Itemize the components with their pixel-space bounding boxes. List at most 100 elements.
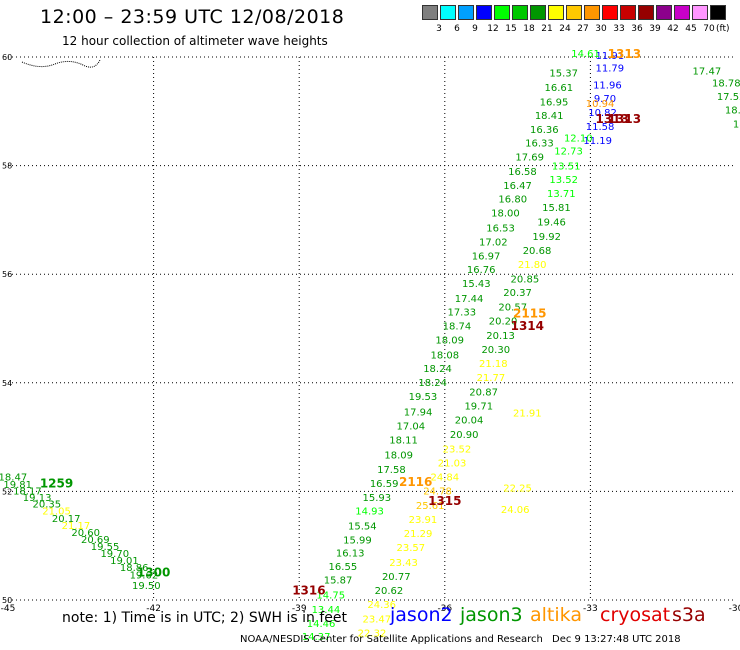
swh-value: 17.52 <box>717 92 740 103</box>
x-tick-label: -39 <box>292 604 307 614</box>
legend-label: 30 <box>595 24 607 34</box>
swh-value: 23.52 <box>443 444 472 455</box>
swh-value: 18.24 <box>418 378 447 389</box>
swh-value: 15.54 <box>348 521 377 532</box>
satellite-label: jason3 <box>460 604 523 626</box>
legend-label: 45 <box>685 24 697 34</box>
swh-value: 17.44 <box>455 294 484 305</box>
swh-value: 14.75 <box>316 590 345 601</box>
swh-value: 16.95 <box>540 97 569 108</box>
legend-swatch <box>494 5 510 20</box>
legend-label: 42 <box>667 24 679 34</box>
swh-value: 11.19 <box>583 136 612 147</box>
y-tick-label: 50 <box>2 596 12 605</box>
legend-label: 21 <box>541 24 553 34</box>
swh-value: 21.18 <box>479 359 508 370</box>
swh-value: 21.77 <box>477 373 506 384</box>
x-tick-label: -42 <box>146 604 161 614</box>
swh-value: 20.13 <box>486 331 515 342</box>
swh-value: 18.4 <box>725 105 740 116</box>
swh-value: 24.78 <box>423 487 452 498</box>
swh-value: 21.17 <box>62 521 91 532</box>
swh-value: 20.35 <box>33 500 62 511</box>
legend-label: 27 <box>577 24 589 34</box>
swh-value: 14.46 <box>307 619 336 630</box>
pass-time-label: 1314 <box>511 319 544 333</box>
swh-value: 20.30 <box>481 345 510 356</box>
satellite-label: altika <box>530 604 582 626</box>
swh-value: 21.05 <box>42 507 71 518</box>
pass-time-label: 1315 <box>428 494 461 508</box>
legend-swatch <box>548 5 564 20</box>
note-text: note: 1) Time is in UTC; 2) SWH is in fe… <box>62 610 348 626</box>
swh-value: 19.81 <box>3 480 32 491</box>
legend-label: 15 <box>505 24 517 34</box>
swh-value: 21.03 <box>438 458 467 469</box>
pass-time-label: 1313 <box>596 112 629 126</box>
swh-value: 17.33 <box>447 307 476 318</box>
legend-label: 24 <box>559 24 571 34</box>
coastline <box>21 59 101 68</box>
x-tick-label: -36 <box>437 604 452 614</box>
legend-label: 9 <box>472 24 478 34</box>
y-tick-label: 56 <box>2 270 12 279</box>
swh-value: 18.17 <box>13 487 42 498</box>
x-tick-label: -30 <box>729 604 740 614</box>
pass-time-label: 1259 <box>40 477 73 491</box>
swh-value: 17.47 <box>693 66 722 77</box>
swh-value: 20.17 <box>52 514 81 525</box>
legend-swatch <box>584 5 600 20</box>
swh-value: 15.37 <box>549 69 578 80</box>
swh-value: 10.82 <box>588 108 617 119</box>
swh-value: 10.94 <box>586 99 615 110</box>
swh-value: 19.55 <box>91 542 120 553</box>
swh-value: 22.32 <box>358 628 387 639</box>
swh-value: 18.78 <box>712 78 740 89</box>
swh-value: 24.84 <box>430 473 459 484</box>
legend-label: 36 <box>631 24 643 34</box>
swh-value: 18.11 <box>389 436 418 447</box>
swh-value: 15.87 <box>324 576 353 587</box>
swh-value: 18.08 <box>430 350 459 361</box>
swh-value: 19.50 <box>132 581 161 592</box>
swh-value: 20.69 <box>81 535 110 546</box>
swh-value: 23.47 <box>363 614 392 625</box>
pass-time-label: 1300 <box>137 566 170 580</box>
swh-value: 17.58 <box>377 465 406 476</box>
swh-value: 24.36 <box>367 600 396 611</box>
swh-value: 18.00 <box>491 209 520 220</box>
generated-timestamp: Dec 9 13:27:48 UTC 2018 <box>552 634 681 645</box>
swh-value: 22.25 <box>503 483 532 494</box>
legend-swatch <box>530 5 546 20</box>
legend-label: 33 <box>613 24 625 34</box>
swh-value: 11.91 <box>595 51 624 62</box>
swh-value: 23.91 <box>409 515 438 526</box>
swh-value: 16.97 <box>472 252 501 263</box>
swh-value: 24.06 <box>501 505 530 516</box>
y-tick-label: 60 <box>2 53 12 62</box>
swh-value: 16.58 <box>508 167 537 178</box>
swh-value: 17.69 <box>515 153 544 164</box>
swh-value: 20.57 <box>498 303 527 314</box>
legend-label: 18 <box>523 24 535 34</box>
swh-value: 16.53 <box>486 223 515 234</box>
legend-swatch <box>440 5 456 20</box>
swh-value: 13.52 <box>549 175 578 186</box>
swh-value: 19.46 <box>537 217 566 228</box>
pass-time-label: 1313 <box>608 47 641 61</box>
swh-value: 16.47 <box>503 181 532 192</box>
legend-swatch <box>602 5 618 20</box>
chart-subtitle: 12 hour collection of altimeter wave hei… <box>62 34 328 48</box>
swh-value: 11.58 <box>586 122 615 133</box>
swh-value: 9.70 <box>594 94 616 105</box>
legend-label: 12 <box>487 24 499 34</box>
swh-value: 20.60 <box>71 528 100 539</box>
satellite-label: cryosat <box>600 604 671 626</box>
swh-value: 21.91 <box>513 408 542 419</box>
legend-label: 70 <box>703 24 715 34</box>
swh-value: 19.70 <box>100 549 129 560</box>
swh-value: 18.41 <box>535 111 564 122</box>
swh-value: 20.04 <box>455 416 484 427</box>
swh-value: 18.24 <box>423 364 452 375</box>
